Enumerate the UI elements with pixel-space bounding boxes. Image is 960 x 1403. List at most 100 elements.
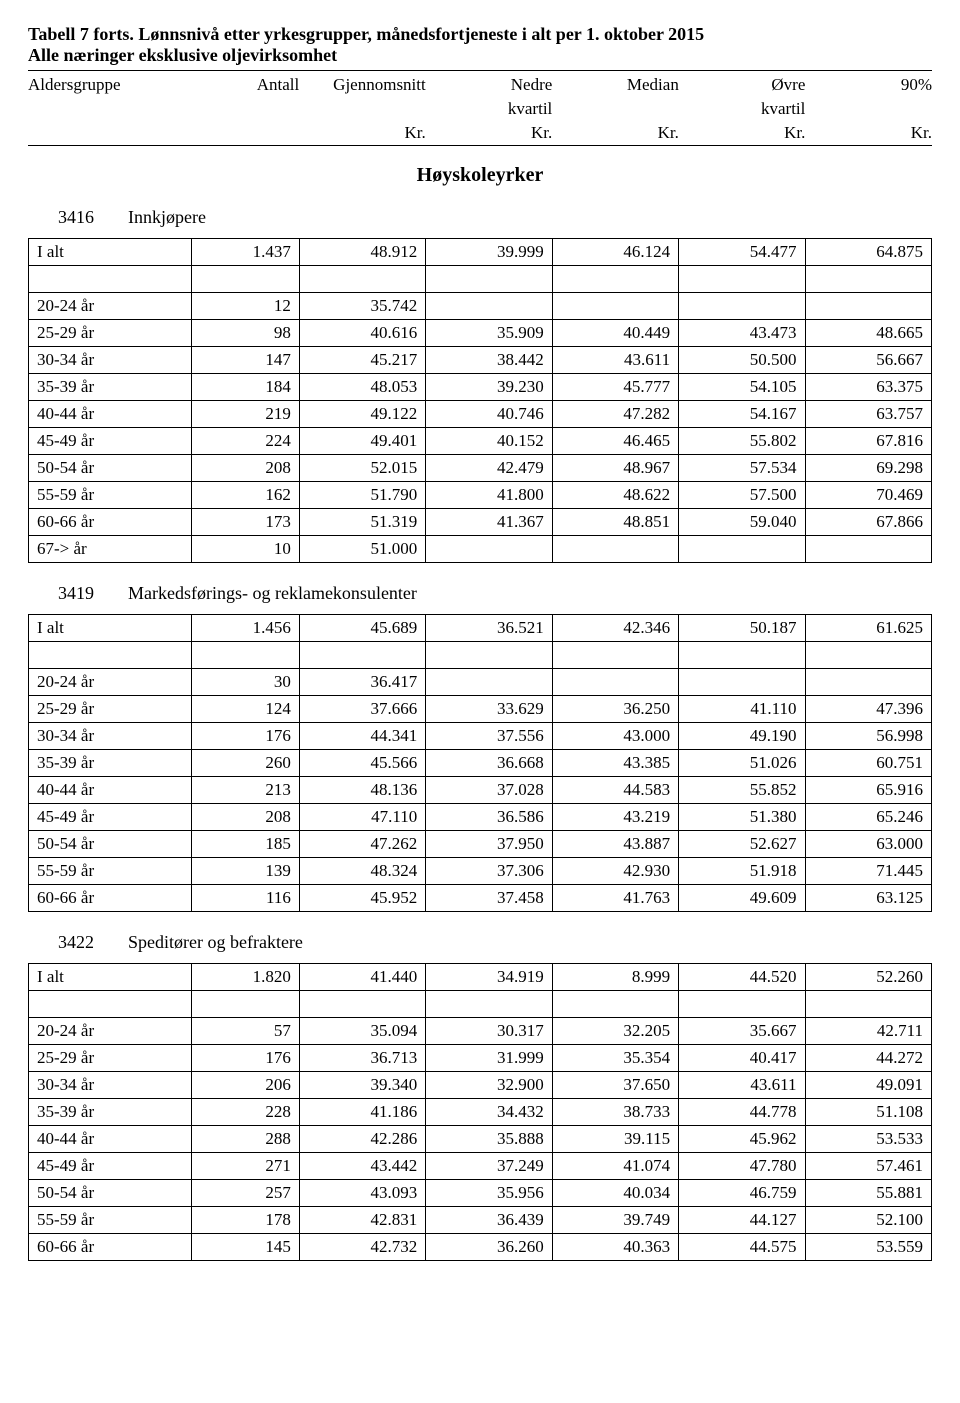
row-value: 47.282	[552, 401, 678, 428]
row-value: 36.417	[299, 669, 425, 696]
row-value: 69.298	[805, 455, 931, 482]
row-value: 48.622	[552, 482, 678, 509]
row-value: 43.611	[552, 347, 678, 374]
table-row: 25-29 år12437.66633.62936.25041.11047.39…	[29, 696, 932, 723]
row-label: 45-49 år	[29, 428, 192, 455]
row-value: 51.000	[299, 536, 425, 563]
row-value: 51.918	[679, 858, 805, 885]
row-value	[552, 669, 678, 696]
row-value: 52.015	[299, 455, 425, 482]
row-value: 53.559	[805, 1234, 931, 1261]
row-count	[191, 266, 299, 293]
row-count	[191, 642, 299, 669]
group-code: 3422	[58, 932, 128, 953]
row-count: 124	[191, 696, 299, 723]
row-value	[299, 991, 425, 1018]
row-value	[679, 991, 805, 1018]
row-value: 54.167	[679, 401, 805, 428]
row-value: 43.611	[679, 1072, 805, 1099]
row-value: 35.888	[426, 1126, 552, 1153]
row-count: 288	[191, 1126, 299, 1153]
row-value: 63.125	[805, 885, 931, 912]
row-value: 36.668	[426, 750, 552, 777]
row-value: 36.521	[426, 615, 552, 642]
row-value	[426, 293, 552, 320]
row-value: 35.094	[299, 1018, 425, 1045]
row-value: 34.432	[426, 1099, 552, 1126]
row-value: 63.375	[805, 374, 931, 401]
group-heading: 3422Speditører og befraktere	[58, 932, 932, 953]
header-gjennomsnitt: Gjennomsnitt	[299, 73, 426, 97]
table-row: 45-49 år27143.44237.24941.07447.78057.46…	[29, 1153, 932, 1180]
title-line-2: Alle næringer eksklusive oljevirksomhet	[28, 45, 932, 66]
row-value: 49.401	[299, 428, 425, 455]
data-table: I alt1.43748.91239.99946.12454.47764.875…	[28, 238, 932, 563]
row-value: 49.609	[679, 885, 805, 912]
row-value	[805, 266, 931, 293]
row-label: 50-54 år	[29, 455, 192, 482]
row-value: 47.396	[805, 696, 931, 723]
row-value	[679, 293, 805, 320]
row-label: 50-54 år	[29, 1180, 192, 1207]
row-value: 30.317	[426, 1018, 552, 1045]
row-value: 38.442	[426, 347, 552, 374]
row-value: 47.110	[299, 804, 425, 831]
row-value: 40.746	[426, 401, 552, 428]
row-value: 43.473	[679, 320, 805, 347]
row-value: 61.625	[805, 615, 931, 642]
row-value: 63.757	[805, 401, 931, 428]
row-value: 42.732	[299, 1234, 425, 1261]
row-value: 35.354	[552, 1045, 678, 1072]
row-value	[679, 266, 805, 293]
row-value: 53.533	[805, 1126, 931, 1153]
row-value	[552, 536, 678, 563]
row-count: 176	[191, 723, 299, 750]
header-antall: Antall	[191, 73, 299, 97]
table-row: 25-29 år9840.61635.90940.44943.47348.665	[29, 320, 932, 347]
group-name: Innkjøpere	[128, 207, 206, 227]
header-unit: Kr.	[805, 121, 932, 146]
row-value: 57.500	[679, 482, 805, 509]
row-value	[299, 266, 425, 293]
row-value: 36.260	[426, 1234, 552, 1261]
data-table: I alt1.45645.68936.52142.34650.18761.625…	[28, 614, 932, 912]
row-value: 39.749	[552, 1207, 678, 1234]
header-unit: Kr.	[679, 121, 806, 146]
row-label: 20-24 år	[29, 293, 192, 320]
group-heading: 3419Markedsførings- og reklamekonsulente…	[58, 583, 932, 604]
section-heading: Høyskoleyrker	[28, 164, 932, 187]
row-count: 12	[191, 293, 299, 320]
row-value: 46.124	[552, 239, 678, 266]
row-value: 65.246	[805, 804, 931, 831]
row-value: 48.851	[552, 509, 678, 536]
row-value: 37.249	[426, 1153, 552, 1180]
row-label	[29, 642, 192, 669]
row-value: 47.262	[299, 831, 425, 858]
table-row: 55-59 år17842.83136.43939.74944.12752.10…	[29, 1207, 932, 1234]
row-label: 35-39 år	[29, 374, 192, 401]
table-row: 35-39 år26045.56636.66843.38551.02660.75…	[29, 750, 932, 777]
row-value: 34.919	[426, 964, 552, 991]
table-row: 50-54 år18547.26237.95043.88752.62763.00…	[29, 831, 932, 858]
row-label: 30-34 år	[29, 723, 192, 750]
table-row: 20-24 år1235.742	[29, 293, 932, 320]
row-value: 52.260	[805, 964, 931, 991]
row-value: 44.778	[679, 1099, 805, 1126]
row-value: 59.040	[679, 509, 805, 536]
row-label: 55-59 år	[29, 1207, 192, 1234]
table-row: 30-34 år14745.21738.44243.61150.50056.66…	[29, 347, 932, 374]
row-value: 52.627	[679, 831, 805, 858]
row-count: 176	[191, 1045, 299, 1072]
table-row: 30-34 år20639.34032.90037.65043.61149.09…	[29, 1072, 932, 1099]
row-label	[29, 266, 192, 293]
row-value: 40.417	[679, 1045, 805, 1072]
table-row: 30-34 år17644.34137.55643.00049.19056.99…	[29, 723, 932, 750]
row-value: 44.520	[679, 964, 805, 991]
row-value: 48.912	[299, 239, 425, 266]
row-value	[426, 991, 552, 1018]
row-count: 184	[191, 374, 299, 401]
row-value: 42.831	[299, 1207, 425, 1234]
spacer-row	[29, 991, 932, 1018]
row-value: 37.650	[552, 1072, 678, 1099]
row-value: 45.217	[299, 347, 425, 374]
